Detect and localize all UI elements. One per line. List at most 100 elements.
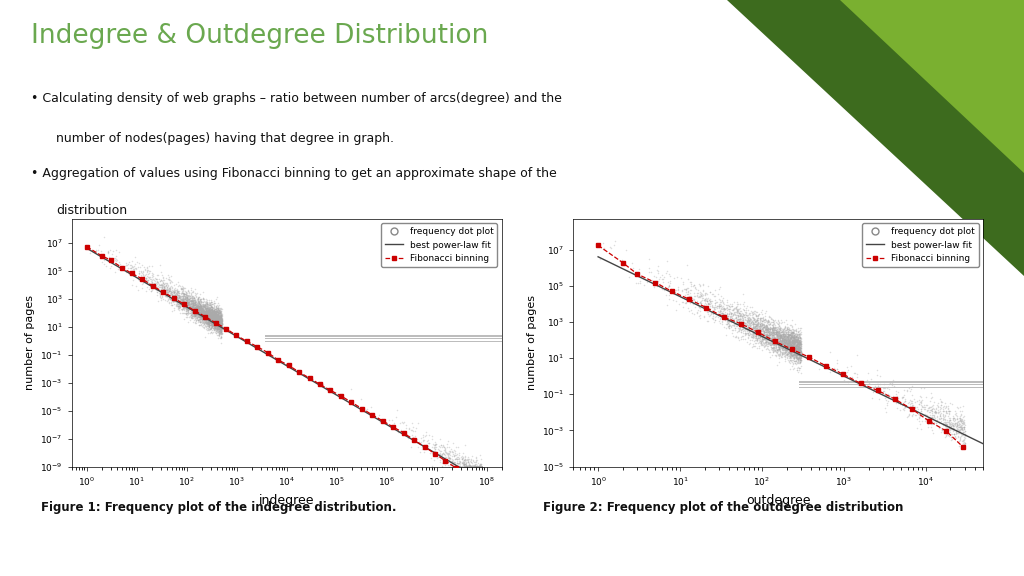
Point — [469, 462, 485, 471]
Point — [210, 310, 226, 319]
Point — [766, 319, 782, 328]
Point — [631, 264, 647, 274]
Point — [206, 317, 222, 327]
Point — [206, 316, 222, 325]
Point — [782, 350, 799, 359]
Point — [776, 338, 793, 347]
Point — [194, 309, 210, 318]
Point — [210, 320, 226, 329]
Point — [786, 340, 803, 350]
Point — [167, 291, 183, 301]
Point — [935, 419, 951, 429]
Point — [205, 313, 221, 323]
Point — [146, 284, 163, 293]
Point — [206, 324, 222, 334]
Point — [780, 342, 797, 351]
Point — [741, 331, 758, 340]
Point — [791, 329, 807, 339]
Point — [793, 347, 809, 357]
Point — [206, 320, 222, 329]
Point — [199, 306, 215, 316]
Point — [206, 311, 222, 320]
Point — [775, 325, 792, 334]
Point — [205, 310, 221, 320]
Point — [198, 303, 214, 312]
Point — [121, 268, 137, 278]
Point — [781, 320, 798, 329]
Point — [757, 314, 773, 323]
Point — [212, 325, 228, 334]
Point — [738, 315, 755, 324]
Point — [776, 338, 793, 347]
Point — [751, 327, 767, 336]
Point — [771, 342, 787, 351]
Point — [724, 302, 740, 311]
Point — [793, 348, 809, 358]
Point — [183, 308, 200, 317]
Point — [451, 462, 467, 471]
Point — [692, 291, 709, 301]
Point — [207, 327, 223, 336]
Point — [468, 462, 484, 471]
Point — [682, 285, 698, 294]
Point — [153, 282, 169, 291]
Point — [166, 287, 182, 297]
Point — [791, 356, 807, 365]
Point — [195, 305, 211, 314]
Point — [203, 322, 219, 331]
Point — [769, 344, 785, 354]
Point — [196, 299, 212, 308]
Point — [740, 323, 757, 332]
Point — [660, 282, 677, 291]
Point — [203, 311, 219, 320]
Point — [167, 296, 183, 305]
Point — [206, 315, 222, 324]
Point — [729, 300, 745, 309]
Point — [766, 345, 782, 354]
Point — [186, 315, 203, 324]
Point — [468, 462, 484, 471]
Point — [762, 331, 778, 340]
Point — [765, 342, 781, 351]
Point — [180, 294, 197, 303]
Point — [205, 316, 221, 325]
Point — [456, 462, 472, 471]
Point — [783, 329, 800, 339]
Point — [202, 310, 218, 319]
Point — [705, 315, 721, 324]
Point — [196, 319, 212, 328]
Point — [167, 286, 183, 295]
Point — [172, 302, 188, 311]
Point — [205, 315, 221, 324]
Point — [162, 278, 178, 287]
Point — [933, 413, 949, 422]
Point — [630, 270, 646, 279]
Point — [200, 306, 216, 316]
Point — [190, 293, 207, 302]
Point — [460, 454, 476, 464]
Point — [693, 291, 710, 301]
Point — [178, 295, 195, 304]
Point — [178, 306, 195, 316]
Point — [205, 312, 221, 321]
Point — [404, 432, 421, 441]
Point — [200, 317, 216, 326]
Point — [913, 402, 930, 411]
Point — [178, 291, 195, 300]
Point — [194, 298, 210, 307]
Point — [753, 324, 769, 334]
Point — [187, 302, 204, 311]
Point — [750, 315, 766, 324]
Point — [467, 458, 483, 467]
Point — [427, 439, 443, 448]
Point — [205, 308, 221, 317]
Point — [783, 330, 800, 339]
Point — [744, 324, 761, 333]
Point — [654, 278, 671, 287]
Point — [792, 340, 808, 349]
Point — [190, 309, 207, 319]
Point — [751, 341, 767, 350]
Point — [198, 312, 214, 321]
Point — [209, 311, 225, 320]
Point — [197, 310, 213, 319]
